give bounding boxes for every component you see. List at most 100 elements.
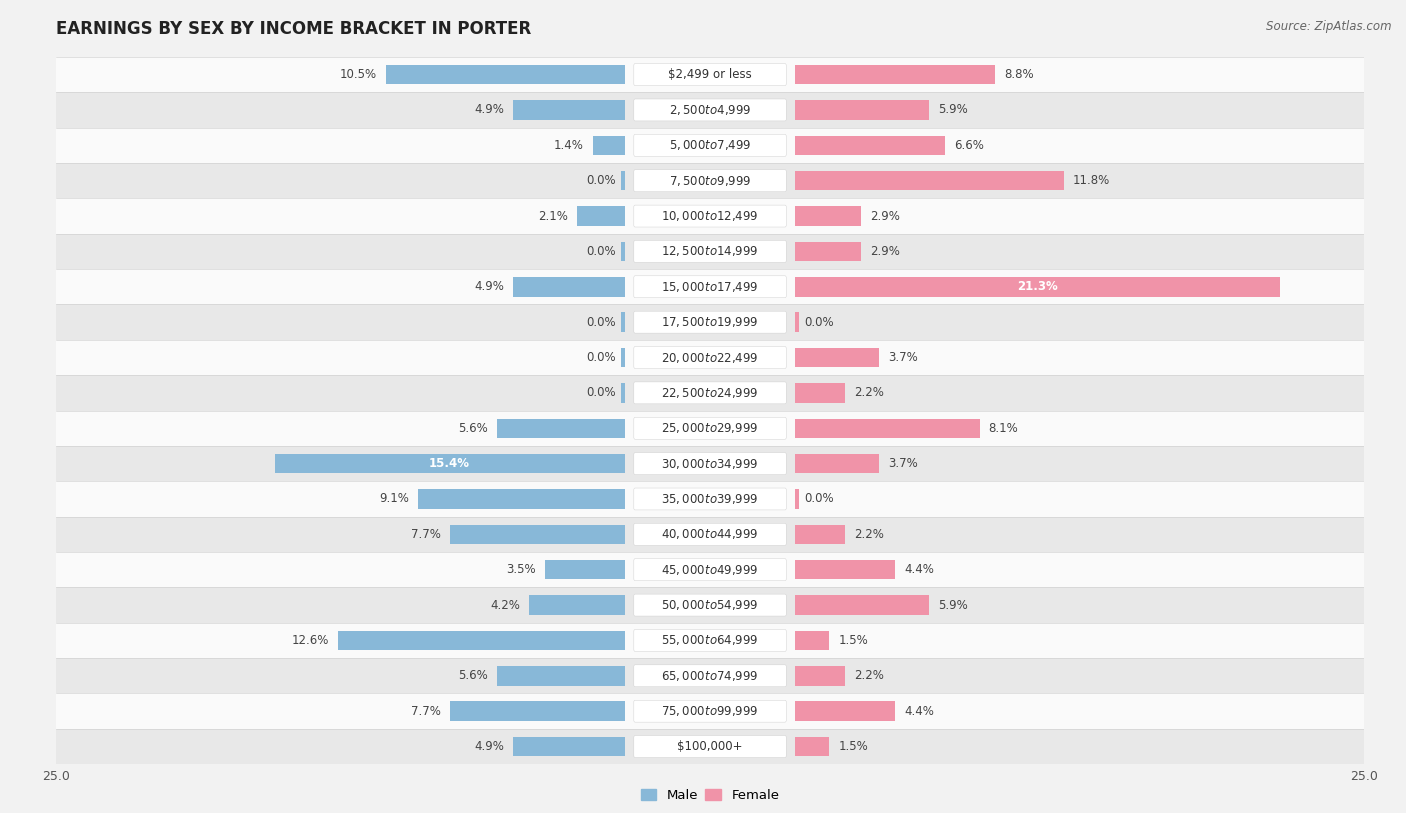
FancyBboxPatch shape bbox=[634, 736, 786, 758]
Text: 0.0%: 0.0% bbox=[586, 351, 616, 364]
FancyBboxPatch shape bbox=[634, 311, 786, 333]
Text: $5,000 to $7,499: $5,000 to $7,499 bbox=[669, 138, 751, 152]
FancyBboxPatch shape bbox=[634, 629, 786, 651]
Text: Source: ZipAtlas.com: Source: ZipAtlas.com bbox=[1267, 20, 1392, 33]
Bar bbox=[621, 383, 624, 402]
Bar bbox=[796, 454, 879, 473]
FancyBboxPatch shape bbox=[634, 665, 786, 687]
Text: 10.5%: 10.5% bbox=[340, 68, 377, 81]
FancyBboxPatch shape bbox=[634, 524, 786, 546]
Bar bbox=[796, 100, 929, 120]
Text: $55,000 to $64,999: $55,000 to $64,999 bbox=[661, 633, 759, 647]
Text: 7.7%: 7.7% bbox=[411, 705, 440, 718]
Bar bbox=[593, 136, 624, 155]
Text: $40,000 to $44,999: $40,000 to $44,999 bbox=[661, 528, 759, 541]
Bar bbox=[56, 659, 1364, 693]
Text: 8.8%: 8.8% bbox=[1004, 68, 1035, 81]
Text: $12,500 to $14,999: $12,500 to $14,999 bbox=[661, 245, 759, 259]
Bar bbox=[796, 631, 830, 650]
FancyBboxPatch shape bbox=[634, 453, 786, 475]
Text: $45,000 to $49,999: $45,000 to $49,999 bbox=[661, 563, 759, 576]
Bar bbox=[56, 552, 1364, 587]
Bar bbox=[274, 454, 624, 473]
Bar bbox=[529, 595, 624, 615]
Bar bbox=[56, 728, 1364, 764]
Text: 2.9%: 2.9% bbox=[870, 245, 900, 258]
Bar bbox=[56, 163, 1364, 198]
Text: 7.7%: 7.7% bbox=[411, 528, 440, 541]
Bar bbox=[796, 666, 845, 685]
Text: $2,500 to $4,999: $2,500 to $4,999 bbox=[669, 103, 751, 117]
Text: 5.9%: 5.9% bbox=[939, 103, 969, 116]
Text: 1.5%: 1.5% bbox=[838, 740, 869, 753]
Text: 5.6%: 5.6% bbox=[458, 422, 488, 435]
Text: 15.4%: 15.4% bbox=[429, 457, 470, 470]
Bar bbox=[387, 65, 624, 85]
Bar bbox=[796, 560, 896, 580]
Text: 4.9%: 4.9% bbox=[474, 103, 505, 116]
Bar bbox=[513, 277, 624, 297]
Text: $65,000 to $74,999: $65,000 to $74,999 bbox=[661, 669, 759, 683]
FancyBboxPatch shape bbox=[634, 700, 786, 722]
Text: 11.8%: 11.8% bbox=[1073, 174, 1109, 187]
Bar bbox=[56, 57, 1364, 92]
Text: $17,500 to $19,999: $17,500 to $19,999 bbox=[661, 315, 759, 329]
Text: $35,000 to $39,999: $35,000 to $39,999 bbox=[661, 492, 759, 506]
FancyBboxPatch shape bbox=[634, 170, 786, 192]
Text: $75,000 to $99,999: $75,000 to $99,999 bbox=[661, 704, 759, 718]
Bar bbox=[56, 623, 1364, 659]
Text: 4.2%: 4.2% bbox=[491, 598, 520, 611]
Bar bbox=[796, 524, 845, 544]
FancyBboxPatch shape bbox=[634, 346, 786, 368]
Text: $2,499 or less: $2,499 or less bbox=[668, 68, 752, 81]
Text: 0.0%: 0.0% bbox=[586, 386, 616, 399]
Bar bbox=[513, 100, 624, 120]
Text: 4.9%: 4.9% bbox=[474, 280, 505, 293]
FancyBboxPatch shape bbox=[634, 276, 786, 298]
Bar bbox=[56, 269, 1364, 304]
Bar bbox=[576, 207, 624, 226]
Text: 2.2%: 2.2% bbox=[855, 528, 884, 541]
Bar bbox=[450, 524, 624, 544]
Text: $22,500 to $24,999: $22,500 to $24,999 bbox=[661, 386, 759, 400]
Bar bbox=[796, 312, 799, 332]
Bar bbox=[56, 128, 1364, 163]
Text: 3.5%: 3.5% bbox=[506, 563, 536, 576]
FancyBboxPatch shape bbox=[634, 205, 786, 227]
FancyBboxPatch shape bbox=[634, 559, 786, 580]
Text: 9.1%: 9.1% bbox=[378, 493, 409, 506]
Legend: Male, Female: Male, Female bbox=[636, 784, 785, 807]
Bar bbox=[796, 702, 896, 721]
Bar bbox=[621, 348, 624, 367]
FancyBboxPatch shape bbox=[634, 99, 786, 121]
Bar bbox=[621, 312, 624, 332]
Text: 0.0%: 0.0% bbox=[586, 174, 616, 187]
Text: 0.0%: 0.0% bbox=[586, 245, 616, 258]
Text: $50,000 to $54,999: $50,000 to $54,999 bbox=[661, 598, 759, 612]
Bar bbox=[56, 587, 1364, 623]
Bar bbox=[418, 489, 624, 509]
Bar bbox=[796, 277, 1279, 297]
Text: $15,000 to $17,499: $15,000 to $17,499 bbox=[661, 280, 759, 293]
Bar bbox=[450, 702, 624, 721]
Text: 2.2%: 2.2% bbox=[855, 669, 884, 682]
Text: 5.9%: 5.9% bbox=[939, 598, 969, 611]
Text: $7,500 to $9,999: $7,500 to $9,999 bbox=[669, 174, 751, 188]
Bar bbox=[56, 340, 1364, 376]
Bar bbox=[796, 65, 995, 85]
Text: 4.9%: 4.9% bbox=[474, 740, 505, 753]
Bar bbox=[796, 737, 830, 756]
Bar bbox=[339, 631, 624, 650]
Text: 6.6%: 6.6% bbox=[955, 139, 984, 152]
Bar bbox=[56, 234, 1364, 269]
Text: $25,000 to $29,999: $25,000 to $29,999 bbox=[661, 421, 759, 435]
Bar bbox=[796, 348, 879, 367]
Text: 0.0%: 0.0% bbox=[586, 315, 616, 328]
Text: 3.7%: 3.7% bbox=[889, 351, 918, 364]
Text: 3.7%: 3.7% bbox=[889, 457, 918, 470]
Text: 2.9%: 2.9% bbox=[870, 210, 900, 223]
Bar bbox=[56, 517, 1364, 552]
Text: 5.6%: 5.6% bbox=[458, 669, 488, 682]
Text: 1.5%: 1.5% bbox=[838, 634, 869, 647]
Bar bbox=[56, 481, 1364, 517]
